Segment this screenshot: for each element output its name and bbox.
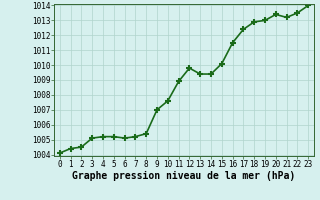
X-axis label: Graphe pression niveau de la mer (hPa): Graphe pression niveau de la mer (hPa)	[72, 171, 296, 181]
